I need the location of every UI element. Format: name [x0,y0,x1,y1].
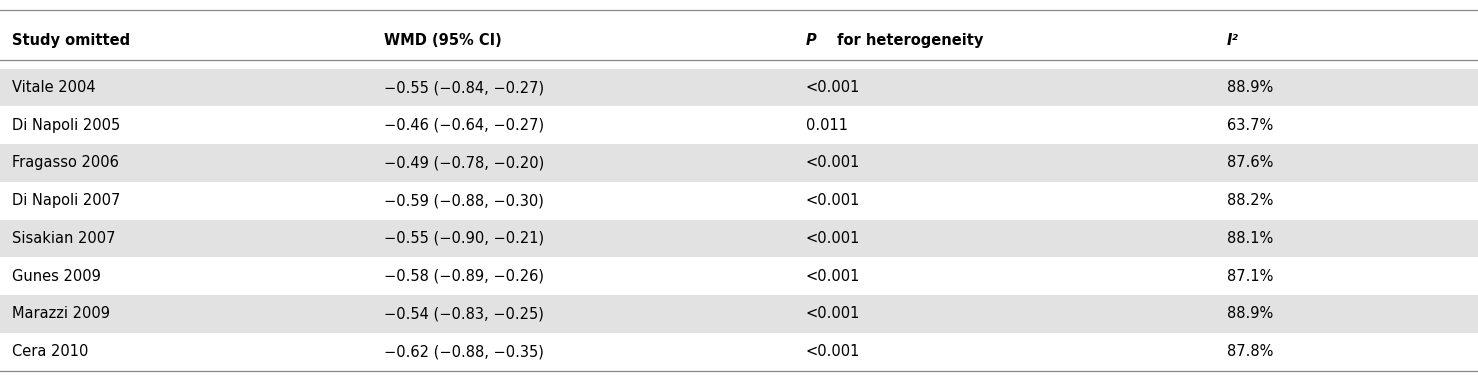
Bar [0,295,1478,333]
Text: −0.55 (−0.84, −0.27): −0.55 (−0.84, −0.27) [384,80,544,95]
Text: <0.001: <0.001 [806,307,860,321]
Text: <0.001: <0.001 [806,80,860,95]
Text: −0.62 (−0.88, −0.35): −0.62 (−0.88, −0.35) [384,344,544,359]
Text: Cera 2010: Cera 2010 [12,344,89,359]
Text: <0.001: <0.001 [806,344,860,359]
Text: 87.1%: 87.1% [1227,269,1273,284]
Text: I²: I² [1227,33,1239,48]
Text: 88.2%: 88.2% [1227,193,1273,208]
Text: <0.001: <0.001 [806,269,860,284]
Text: Gunes 2009: Gunes 2009 [12,269,101,284]
Text: P: P [806,33,816,48]
Text: −0.55 (−0.90, −0.21): −0.55 (−0.90, −0.21) [384,231,544,246]
Bar [0,69,1478,107]
Text: 87.8%: 87.8% [1227,344,1273,359]
Bar [0,219,1478,258]
Text: Vitale 2004: Vitale 2004 [12,80,96,95]
Text: <0.001: <0.001 [806,193,860,208]
Text: Di Napoli 2005: Di Napoli 2005 [12,118,120,133]
Text: 88.1%: 88.1% [1227,231,1273,246]
Text: <0.001: <0.001 [806,231,860,246]
Text: for heterogeneity: for heterogeneity [832,33,983,48]
Text: −0.58 (−0.89, −0.26): −0.58 (−0.89, −0.26) [384,269,544,284]
Text: 0.011: 0.011 [806,118,847,133]
Text: −0.49 (−0.78, −0.20): −0.49 (−0.78, −0.20) [384,156,544,170]
Text: <0.001: <0.001 [806,156,860,170]
Text: 63.7%: 63.7% [1227,118,1273,133]
Bar [0,144,1478,182]
Text: Marazzi 2009: Marazzi 2009 [12,307,109,321]
Text: Di Napoli 2007: Di Napoli 2007 [12,193,120,208]
Text: 87.6%: 87.6% [1227,156,1273,170]
Text: Study omitted: Study omitted [12,33,130,48]
Text: −0.46 (−0.64, −0.27): −0.46 (−0.64, −0.27) [384,118,544,133]
Text: 88.9%: 88.9% [1227,307,1273,321]
Text: 88.9%: 88.9% [1227,80,1273,95]
Text: −0.54 (−0.83, −0.25): −0.54 (−0.83, −0.25) [384,307,544,321]
Text: WMD (95% CI): WMD (95% CI) [384,33,503,48]
Text: Fragasso 2006: Fragasso 2006 [12,156,118,170]
Text: −0.59 (−0.88, −0.30): −0.59 (−0.88, −0.30) [384,193,544,208]
Text: Sisakian 2007: Sisakian 2007 [12,231,115,246]
